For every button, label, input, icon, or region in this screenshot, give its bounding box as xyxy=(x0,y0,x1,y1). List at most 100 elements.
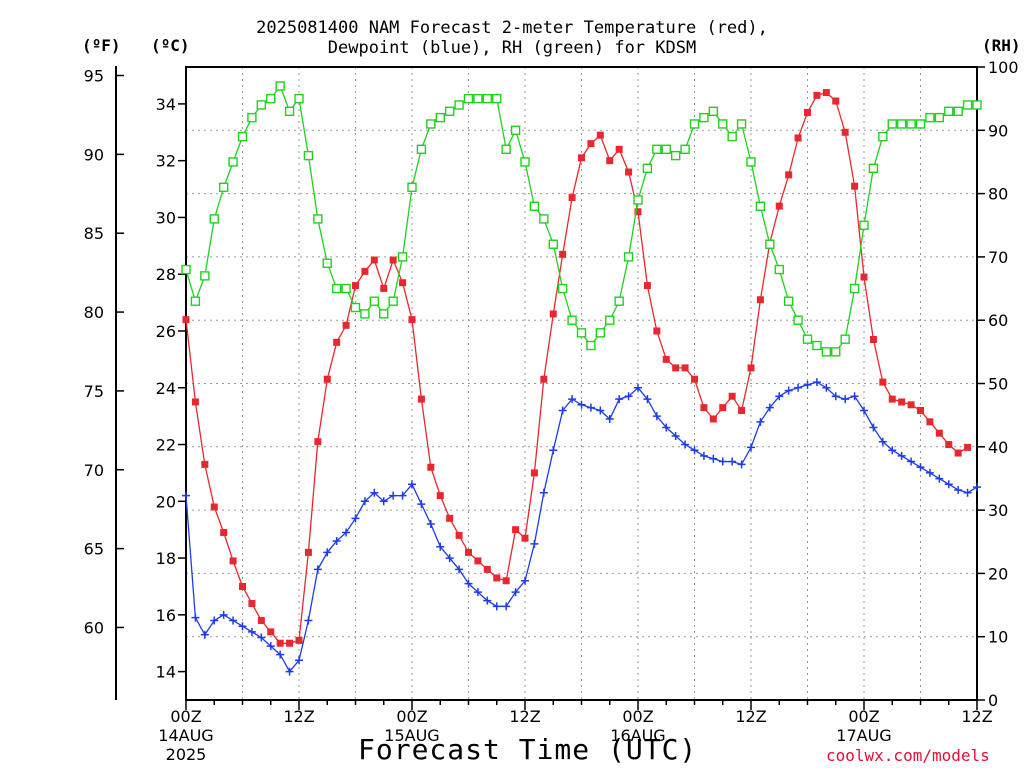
rh-point xyxy=(642,163,653,173)
temperature-point xyxy=(210,503,218,511)
dewpoint-point xyxy=(803,380,812,389)
rh-tick-label: 10 xyxy=(988,628,1008,647)
rh-point xyxy=(878,131,888,142)
temperature-point xyxy=(851,182,859,190)
x-date-label: 14AUG xyxy=(158,726,213,745)
rh-point xyxy=(661,144,671,154)
rh-point xyxy=(397,252,408,262)
dewpoint-point xyxy=(219,610,228,619)
rh-point xyxy=(520,157,530,167)
rh-point xyxy=(576,328,587,338)
rh-point xyxy=(746,157,756,167)
rh-point xyxy=(736,119,747,129)
chart-title-line2: Dewpoint (blue), RH (green) for KDSM xyxy=(327,38,697,58)
temperature-point xyxy=(888,395,896,403)
dewpoint-point xyxy=(699,451,708,460)
rh-point xyxy=(369,296,380,306)
rh-tick-label: 30 xyxy=(988,501,1008,520)
rh-point xyxy=(633,195,643,205)
credit-link[interactable]: coolwx.com/models xyxy=(826,746,990,765)
dewpoint-point xyxy=(869,423,878,432)
temperature-point xyxy=(672,364,680,372)
temperature-point xyxy=(417,395,425,403)
temperature-point xyxy=(436,492,444,500)
data-series xyxy=(181,81,982,676)
dewpoint-point xyxy=(596,406,605,415)
dewpoint-point xyxy=(247,627,256,636)
temperature-point xyxy=(239,582,246,590)
temperature-point xyxy=(719,404,727,412)
x-tick-label: 00Z xyxy=(848,707,879,726)
dewpoint-point xyxy=(285,667,294,676)
dewpoint-point xyxy=(690,446,699,455)
dewpoint-point xyxy=(973,483,981,492)
dewpoint-point xyxy=(238,622,247,631)
rh-point xyxy=(360,309,370,319)
rh-point xyxy=(266,93,276,104)
dewpoint-point xyxy=(822,383,831,392)
fahrenheit-tick-label: 65 xyxy=(84,540,104,559)
x-tick-label: 00Z xyxy=(396,707,427,726)
dewpoint-point xyxy=(304,616,313,625)
dewpoint-point xyxy=(539,488,548,497)
rh-point xyxy=(341,283,351,294)
temperature-point xyxy=(549,310,557,318)
dewpoint-point xyxy=(662,423,671,432)
rh-point xyxy=(303,150,314,161)
rh-point xyxy=(492,93,502,104)
dewpoint-point xyxy=(681,440,690,449)
rh-point xyxy=(680,144,690,154)
temperature-point xyxy=(201,460,209,468)
dewpoint-point xyxy=(794,383,803,392)
rh-point xyxy=(256,100,267,110)
dewpoint-point xyxy=(728,457,737,466)
temperature-line xyxy=(185,91,968,644)
x-tick-label: 12Z xyxy=(735,707,766,726)
rh-unit-label: (RH) xyxy=(982,36,1021,55)
x-tick-label: 12Z xyxy=(961,707,992,726)
temperature-point xyxy=(804,108,811,116)
dewpoint-point xyxy=(878,437,887,446)
x-date-label: 16AUG xyxy=(610,726,665,745)
dewpoint-point xyxy=(389,491,398,500)
rh-tick-label: 70 xyxy=(988,248,1008,267)
celsius-tick-label: 28 xyxy=(156,265,176,284)
rh-point xyxy=(925,112,935,123)
dewpoint-point xyxy=(897,451,906,460)
dewpoint-point xyxy=(860,406,868,415)
grid-lines xyxy=(186,67,977,700)
dewpoint-point xyxy=(907,457,916,466)
temperature-point xyxy=(756,296,764,304)
dewpoint-point xyxy=(737,460,746,469)
rh-point xyxy=(313,214,323,224)
temperature-point xyxy=(446,514,454,522)
rh-point xyxy=(783,296,794,306)
rh-point xyxy=(548,239,558,249)
rh-point xyxy=(482,93,493,104)
dewpoint-point xyxy=(568,395,577,404)
dewpoint-point xyxy=(351,514,360,523)
x-tick-label: 00Z xyxy=(622,707,653,726)
rh-point xyxy=(322,258,332,268)
dewpoint-point xyxy=(586,403,595,412)
dewpoint-point xyxy=(464,579,473,588)
rh-point xyxy=(181,264,191,275)
temperature-point xyxy=(286,639,294,647)
temperature-point xyxy=(248,599,256,607)
x-axis-title: Forecast Time (UTC) xyxy=(358,733,698,766)
temperature-point xyxy=(191,398,199,406)
dewpoint-point xyxy=(257,633,266,642)
temperature-point xyxy=(785,171,793,179)
dewpoint-point xyxy=(521,576,529,585)
dewpoint-point xyxy=(831,392,840,401)
rh-tick-label: 100 xyxy=(988,58,1019,77)
fahrenheit-tick-label: 95 xyxy=(84,67,104,86)
rh-point xyxy=(567,315,577,325)
rh-tick-label: 40 xyxy=(988,438,1008,457)
dewpoint-point xyxy=(370,488,379,497)
celsius-tick-label: 22 xyxy=(156,436,176,455)
rh-point xyxy=(209,214,219,224)
celsius-tick-label: 30 xyxy=(156,208,176,227)
temperature-point xyxy=(399,279,407,287)
temperature-point xyxy=(869,336,877,344)
